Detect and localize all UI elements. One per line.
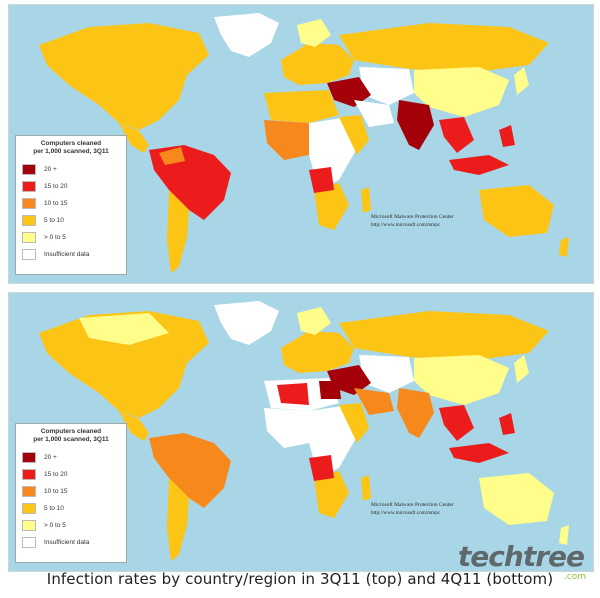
region-greenland: [214, 13, 279, 57]
region-angola: [309, 167, 334, 193]
map-credit: Microsoft Malware Protection Center http…: [371, 214, 454, 228]
legend-title: Computers cleaned per 1,000 scanned, 3Q1…: [33, 140, 109, 155]
region-angola: [309, 455, 334, 481]
region-central-asia: [359, 355, 414, 393]
region-scandinavia: [297, 19, 331, 47]
region-middle-east: [327, 77, 371, 107]
legend-title: Computers cleaned per 1,000 scanned, 3Q1…: [33, 428, 109, 443]
region-north-america: [39, 23, 209, 130]
region-madagascar: [361, 187, 371, 213]
region-greenland: [214, 301, 279, 345]
legend-swatch-10-15: [22, 198, 36, 209]
map-credit: Microsoft Malware Protection Center http…: [371, 502, 454, 516]
region-central-america: [119, 411, 149, 441]
legend-swatch-20-plus: [22, 452, 36, 463]
region-south-america-north: [149, 433, 231, 508]
region-indonesia: [449, 155, 509, 175]
legend-row: Insufficient data: [22, 246, 120, 263]
watermark-logo: techtree .com: [457, 538, 592, 586]
legend-swatch-10-15: [22, 486, 36, 497]
legend-swatch-0-5: [22, 232, 36, 243]
legend-row: > 0 to 5: [22, 229, 120, 246]
region-philippines: [499, 413, 515, 435]
region-australia: [479, 473, 554, 525]
region-japan: [514, 67, 529, 95]
region-north-america: [39, 311, 209, 418]
region-indonesia: [449, 443, 509, 463]
legend-row: 10 to 15: [22, 195, 120, 212]
legend-swatch-5-10: [22, 215, 36, 226]
legend-4q11: Computers cleaned per 1,000 scanned, 3Q1…: [15, 423, 127, 563]
legend-swatch-0-5: [22, 520, 36, 531]
region-east-africa: [339, 115, 369, 155]
region-arabia: [354, 100, 394, 127]
legend-swatch-15-20: [22, 181, 36, 192]
region-algeria: [277, 383, 309, 405]
region-south-america-south: [167, 478, 189, 561]
region-arabia: [354, 388, 394, 415]
region-australia: [479, 185, 554, 237]
legend-row: Insufficient data: [22, 534, 120, 551]
world-map-3q11: [39, 13, 569, 273]
watermark-domain: .com: [563, 572, 586, 582]
region-canada-north: [79, 313, 169, 345]
region-west-africa: [264, 408, 309, 448]
legend-row: 5 to 10: [22, 500, 120, 517]
region-venezuela: [159, 147, 185, 165]
world-map-4q11: [39, 301, 569, 561]
region-north-africa: [264, 90, 339, 123]
region-south-america-south: [167, 190, 189, 273]
legend-row: > 0 to 5: [22, 517, 120, 534]
region-east-africa: [339, 403, 369, 443]
legend-row: 5 to 10: [22, 212, 120, 229]
region-south-africa: [314, 183, 349, 230]
legend-row: 15 to 20: [22, 466, 120, 483]
legend-swatch-15-20: [22, 469, 36, 480]
legend-swatch-20-plus: [22, 164, 36, 175]
region-china: [414, 67, 509, 117]
figure-caption: Infection rates by country/region in 3Q1…: [46, 570, 554, 588]
region-west-africa: [264, 120, 309, 160]
region-china: [414, 355, 509, 405]
map-3q11: Computers cleaned per 1,000 scanned, 3Q1…: [8, 4, 594, 284]
legend-row: 10 to 15: [22, 483, 120, 500]
region-se-asia: [439, 117, 474, 153]
legend-swatch-insufficient: [22, 537, 36, 548]
region-new-zealand: [559, 237, 569, 257]
region-japan: [514, 355, 529, 383]
region-russia: [339, 23, 549, 73]
region-india: [397, 100, 434, 150]
region-india: [397, 388, 434, 438]
region-new-zealand: [559, 525, 569, 545]
region-scandinavia: [297, 307, 331, 335]
watermark-word: techtree: [457, 540, 585, 573]
legend-3q11: Computers cleaned per 1,000 scanned, 3Q1…: [15, 135, 127, 275]
region-central-asia: [359, 67, 414, 105]
legend-row: 20 +: [22, 161, 120, 178]
region-philippines: [499, 125, 515, 147]
legend-row: 15 to 20: [22, 178, 120, 195]
region-south-africa: [314, 471, 349, 518]
region-europe: [281, 43, 354, 85]
legend-swatch-insufficient: [22, 249, 36, 260]
region-madagascar: [361, 475, 371, 501]
region-egypt: [319, 381, 341, 399]
legend-row: 20 +: [22, 449, 120, 466]
region-russia: [339, 311, 549, 361]
region-europe: [281, 331, 354, 373]
legend-swatch-5-10: [22, 503, 36, 514]
region-se-asia: [439, 405, 474, 441]
region-central-america: [119, 123, 149, 153]
map-4q11: Computers cleaned per 1,000 scanned, 3Q1…: [8, 292, 594, 572]
